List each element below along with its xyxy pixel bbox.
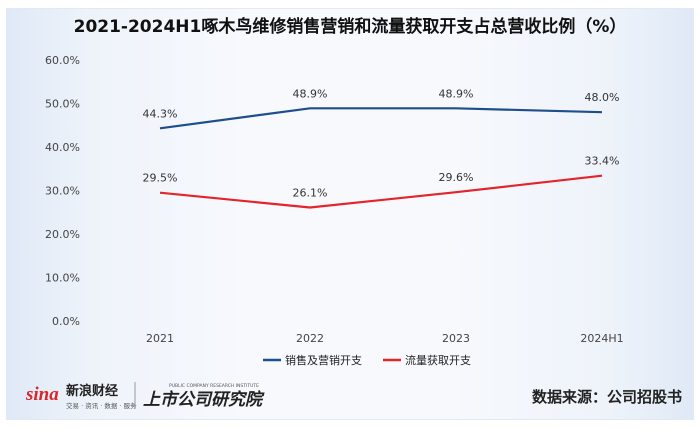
y-tick-label: 20.0% [45, 228, 80, 241]
data-label: 48.9% [293, 87, 328, 100]
legend-label: 销售及营销开支 [285, 353, 362, 367]
y-tick-label: 50.0% [45, 98, 80, 111]
data-label: 29.6% [439, 171, 474, 184]
data-label: 33.4% [585, 155, 620, 168]
series-line-1 [159, 107, 603, 130]
y-tick-label: 30.0% [45, 185, 80, 198]
data-label: 44.3% [143, 107, 178, 120]
sina-tagline: 交易 · 资讯 · 数据 · 服务 [66, 401, 137, 410]
x-tick-label: 2023 [442, 332, 470, 345]
x-axis: 2021 2022 2023 2024H1 [146, 332, 624, 345]
legend-label: 流量获取开支 [405, 353, 471, 367]
x-tick-label: 2021 [146, 332, 174, 345]
data-label: 26.1% [293, 186, 328, 199]
data-labels: 44.3% 48.9% 48.9% 48.0% 29.5% 26.1% 29.6% 33.4% [143, 87, 620, 199]
sina-name: 新浪财经 [66, 383, 118, 399]
chart-background [6, 8, 694, 420]
series-line-2 [159, 174, 603, 209]
y-tick-label: 60.0% [45, 54, 80, 67]
series-lines [159, 107, 603, 209]
x-tick-label: 2024H1 [580, 332, 623, 345]
x-tick-label: 2022 [296, 332, 324, 345]
data-label: 29.5% [143, 172, 178, 185]
y-tick-label: 0.0% [52, 315, 80, 328]
chart-title: 2021-2024H1啄木鸟维修销售营销和流量获取开支占总营收比例（%） [73, 17, 627, 37]
y-axis: 0.0% 10.0% 20.0% 30.0% 40.0% 50.0% 60.0% [45, 54, 80, 328]
data-label: 48.0% [585, 91, 620, 104]
institute-name: 上市公司研究院 [143, 390, 265, 409]
data-source: 数据来源：公司招股书 [531, 388, 682, 406]
data-label: 48.9% [439, 87, 474, 100]
brand-block: sina 新浪财经 交易 · 资讯 · 数据 · 服务 PUBLIC COMPA… [25, 378, 266, 412]
institute-english: PUBLIC COMPANY RESEARCH INSTITUTE [169, 383, 259, 389]
sina-logo: sina [26, 384, 59, 405]
legend: 销售及营销开支 流量获取开支 [263, 353, 471, 367]
y-tick-label: 40.0% [45, 141, 80, 154]
y-tick-label: 10.0% [45, 272, 80, 285]
